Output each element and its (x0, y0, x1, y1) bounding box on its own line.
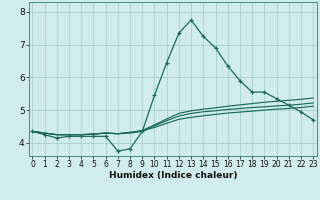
X-axis label: Humidex (Indice chaleur): Humidex (Indice chaleur) (108, 171, 237, 180)
